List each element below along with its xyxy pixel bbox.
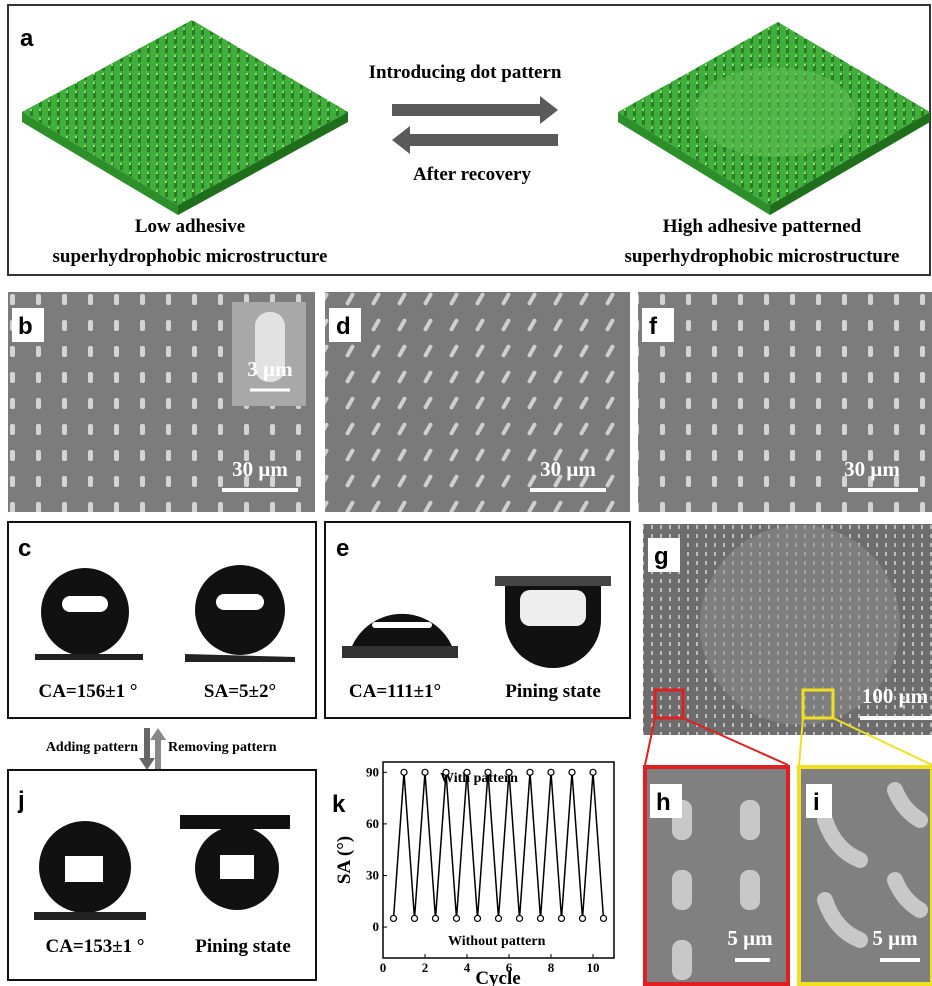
data-point (454, 915, 460, 921)
panel-h: h 5 μm (645, 767, 788, 984)
scale-label: 5 μm (872, 926, 918, 950)
caption: Pining state (195, 936, 291, 957)
panel-label: b (18, 313, 33, 340)
caption: CA=156±1 ° (38, 681, 137, 702)
panel-label: c (18, 535, 31, 562)
panel-label: d (336, 313, 351, 340)
data-point (401, 769, 407, 775)
panel-b: b 3 μm 30 μm (8, 292, 315, 512)
data-point (538, 915, 544, 921)
panel-i: i 5 μm (799, 767, 932, 984)
caption: Low adhesive (135, 216, 245, 237)
y-tick-label: 30 (366, 867, 379, 882)
panel-k: k With pattern Without pattern Cycle SA … (332, 762, 614, 986)
data-point (443, 769, 449, 775)
x-axis-label: Cycle (475, 968, 520, 986)
scale-label: 100 μm (862, 684, 929, 708)
data-point (485, 769, 491, 775)
caption: Pining state (505, 681, 601, 702)
y-axis-label: SA (°) (334, 836, 355, 884)
x-tick-label: 6 (506, 960, 513, 975)
scale-label: 3 μm (247, 357, 293, 381)
data-point (559, 915, 565, 921)
figure: a Introducing dot pattern After recovery… (0, 0, 932, 986)
panel-g: g 100 μm (643, 524, 932, 765)
data-point (412, 915, 418, 921)
caption: SA=5±2° (204, 681, 276, 702)
transition-text: Removing pattern (168, 740, 277, 755)
panel-d: d 30 μm (325, 292, 630, 512)
caption: High adhesive patterned (663, 216, 862, 237)
data-point (464, 769, 470, 775)
data-point (496, 915, 502, 921)
data-point (422, 769, 428, 775)
panel-label: h (656, 789, 671, 816)
panel-label: i (813, 789, 820, 816)
caption: superhydrophobic microstructure (625, 246, 900, 267)
data-point (517, 915, 523, 921)
data-point (548, 769, 554, 775)
panel-label: a (20, 25, 34, 52)
data-point (590, 769, 596, 775)
scale-label: 30 μm (844, 457, 900, 481)
scale-label: 5 μm (727, 926, 773, 950)
panel-e: e CA=111±1° Pining state (325, 522, 630, 718)
data-point (433, 915, 439, 921)
panel-label: j (17, 787, 25, 814)
panel-label: g (654, 543, 669, 570)
data-point (527, 769, 533, 775)
x-tick-label: 0 (380, 960, 387, 975)
panel-a: a Introducing dot pattern After recovery… (8, 5, 930, 275)
data-point (601, 915, 607, 921)
data-point (569, 769, 575, 775)
annotation: Without pattern (448, 934, 546, 949)
panel-f: f 30 μm (638, 292, 932, 512)
x-tick-label: 8 (548, 960, 555, 975)
caption: CA=153±1 ° (45, 936, 144, 957)
data-point (506, 769, 512, 775)
arrow-text: After recovery (413, 164, 531, 185)
transition: Adding pattern Removing pattern (46, 728, 277, 770)
panel-label: e (336, 535, 349, 562)
panel-j: j CA=153±1 ° Pining state (8, 770, 316, 980)
data-point (475, 915, 481, 921)
scale-label: 30 μm (540, 457, 596, 481)
x-tick-label: 10 (587, 960, 600, 975)
data-line (394, 772, 604, 918)
arrow-text: Introducing dot pattern (369, 62, 562, 83)
scale-label: 30 μm (232, 457, 288, 481)
transition-text: Adding pattern (46, 740, 138, 755)
x-tick-label: 2 (422, 960, 429, 975)
panel-label: f (649, 313, 658, 340)
data-point (580, 915, 586, 921)
panel-c: c CA=156±1 ° SA=5±2° (8, 522, 316, 718)
y-tick-label: 60 (366, 816, 379, 831)
panel-label: k (332, 791, 346, 818)
y-tick-label: 90 (366, 764, 379, 779)
caption: superhydrophobic microstructure (53, 246, 328, 267)
x-tick-label: 4 (464, 960, 471, 975)
data-point (391, 915, 397, 921)
y-tick-label: 0 (373, 919, 380, 934)
caption: CA=111±1° (349, 681, 441, 702)
